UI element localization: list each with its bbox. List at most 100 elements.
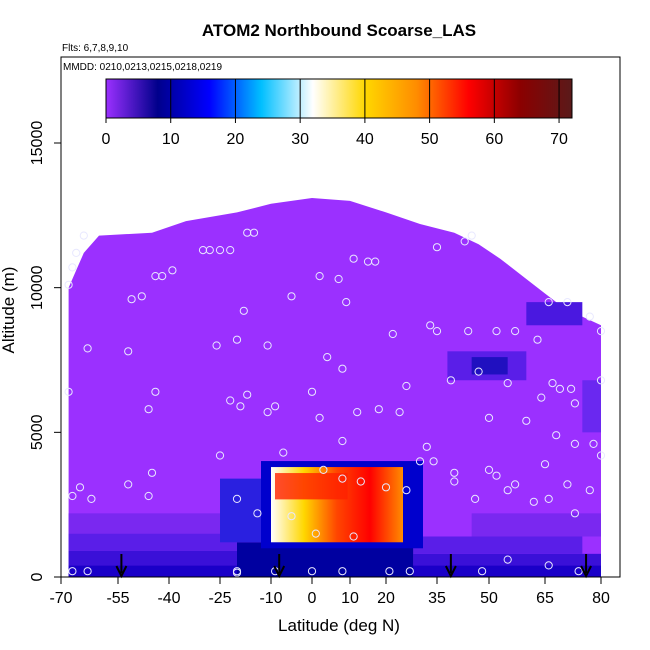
sample-point: [381, 483, 391, 492]
sample-point: [471, 494, 480, 503]
sample-point: [484, 465, 494, 474]
sample-point: [243, 390, 252, 399]
sample-point: [589, 439, 598, 448]
sample-point: [124, 480, 133, 489]
sample-point: [405, 567, 414, 576]
sample-point: [68, 491, 77, 501]
sample-point: [552, 431, 561, 440]
sample-point: [124, 347, 133, 356]
sample-point: [529, 497, 538, 506]
sample-point: [307, 567, 317, 576]
heatmap-field: [68, 198, 602, 577]
sample-point: [426, 321, 435, 330]
y-tick-label: 0: [29, 572, 46, 581]
sample-point: [226, 396, 235, 405]
sample-point: [492, 471, 501, 480]
sample-point: [544, 298, 553, 307]
sample-point: [342, 298, 351, 307]
flight-endpoint-arrow: [115, 554, 128, 579]
sample-point: [72, 248, 81, 257]
sample-point: [555, 384, 565, 393]
sample-point: [450, 477, 459, 486]
sample-point: [83, 567, 92, 576]
sample-point: [563, 480, 572, 489]
field-layer: [526, 302, 583, 326]
sample-point: [137, 292, 146, 301]
sample-point: [349, 532, 358, 541]
sample-point: [279, 448, 288, 457]
sample-point: [585, 312, 594, 321]
hotspot-peak: [275, 473, 348, 500]
sample-point: [460, 237, 469, 246]
sample-point: [540, 460, 550, 469]
flight-endpoint-arrow: [273, 554, 286, 579]
sample-point: [68, 567, 77, 576]
sample-point: [467, 231, 476, 240]
sample-point: [446, 376, 455, 385]
sample-point: [253, 509, 262, 518]
sample-point: [395, 408, 404, 417]
sample-point: [158, 272, 167, 281]
flight-endpoint-arrows: [115, 554, 592, 579]
sample-point: [147, 468, 157, 477]
sample-point: [226, 246, 235, 255]
sample-point: [215, 246, 225, 255]
sample-point: [323, 353, 332, 362]
colorbar-tick-label: 10: [162, 131, 180, 148]
x-axis: -70 -55 -40 -25 -10 0 10 20 35 50 65 80: [49, 577, 610, 607]
sample-point: [478, 567, 487, 576]
x-tick-label: -40: [157, 590, 180, 607]
sample-point: [422, 442, 431, 451]
sample-point: [371, 257, 380, 266]
sample-point: [263, 341, 272, 350]
field-layer: [471, 513, 601, 537]
sample-point: [533, 335, 542, 344]
x-axis-label: Latitude (deg N): [278, 616, 400, 635]
sample-point: [68, 263, 77, 272]
y-tick-label: 10000: [29, 265, 46, 310]
field-layer: [413, 553, 601, 566]
sample-point: [567, 384, 576, 393]
sample-point: [64, 280, 73, 289]
sample-point: [548, 379, 557, 388]
sample-point: [356, 477, 365, 486]
colorbar-tick-label: 0: [102, 131, 111, 148]
sample-point: [503, 379, 512, 388]
sample-point: [563, 298, 572, 307]
sample-point: [144, 405, 153, 414]
plot-frame: [60, 56, 621, 578]
field-layer: [471, 357, 508, 375]
x-tick-label: -10: [259, 590, 282, 607]
sample-point: [87, 494, 96, 503]
sample-point: [464, 327, 473, 336]
sample-point: [570, 439, 580, 448]
field-background: [68, 198, 602, 577]
sample-point: [338, 364, 347, 373]
x-tick-label: 20: [377, 590, 395, 607]
colorbar-tick-label: 70: [550, 131, 568, 148]
sample-point: [432, 327, 442, 336]
sample-point: [79, 231, 88, 240]
sample-point: [510, 327, 520, 336]
y-tick-label: 5000: [29, 414, 46, 450]
x-tick-label: 10: [341, 590, 359, 607]
sample-point: [315, 413, 324, 422]
sample-point: [474, 367, 483, 376]
sample-point: [429, 457, 438, 466]
sample-point: [510, 480, 520, 489]
sample-point: [249, 228, 259, 237]
sample-point: [232, 568, 242, 577]
sample-point: [127, 295, 136, 304]
sample-point: [537, 393, 546, 402]
sample-point: [338, 567, 347, 576]
sample-point: [315, 272, 324, 281]
sample-point: [402, 381, 411, 391]
colorbar-gradient: [105, 78, 573, 119]
sample-point: [374, 405, 383, 414]
sample-point: [168, 266, 177, 275]
x-tick-label: 35: [428, 590, 446, 607]
sample-point: [263, 408, 272, 417]
sample-point: [385, 567, 394, 576]
sample-point: [287, 292, 296, 301]
